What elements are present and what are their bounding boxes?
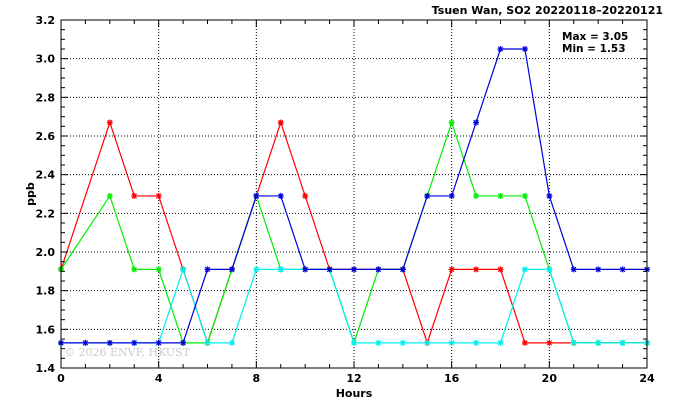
data-point	[399, 266, 406, 273]
data-point	[448, 266, 455, 273]
data-point	[375, 339, 382, 346]
data-point	[351, 266, 357, 273]
data-point	[473, 266, 480, 273]
data-point	[351, 339, 357, 346]
y-tick-label: 2.2	[36, 207, 56, 220]
data-point	[155, 192, 162, 199]
grid-lines	[61, 20, 647, 368]
y-tick-label: 1.8	[36, 285, 56, 298]
chart-title: Tsuen Wan, SO2 20220118–20220121	[432, 4, 663, 17]
axis-ticks	[60, 19, 648, 369]
data-point	[595, 339, 602, 346]
data-point	[277, 192, 284, 199]
data-point	[155, 266, 162, 273]
data-point	[106, 192, 113, 199]
data-point	[619, 339, 626, 346]
data-point	[302, 266, 309, 273]
x-tick-label: 0	[57, 372, 65, 385]
y-axis-label: ppb	[24, 182, 37, 206]
data-point	[228, 339, 235, 346]
data-point	[521, 46, 528, 52]
data-point	[497, 192, 504, 199]
data-point	[546, 339, 553, 346]
series-line	[61, 267, 647, 344]
y-tick-label: 3.0	[36, 53, 56, 66]
data-point	[619, 266, 626, 273]
x-tick-label: 8	[253, 372, 261, 385]
data-point	[521, 266, 528, 273]
data-point	[497, 266, 504, 273]
data-point	[497, 46, 504, 52]
data-point	[521, 339, 528, 346]
y-tick-label: 1.6	[36, 323, 56, 336]
data-point	[546, 192, 553, 199]
data-point	[180, 339, 187, 346]
data-point	[570, 339, 577, 346]
data-point	[277, 119, 284, 126]
copyright-watermark: © 2026 ENVF, HKUST	[64, 346, 191, 359]
x-tick-label: 20	[542, 372, 558, 385]
data-point	[106, 339, 113, 346]
y-tick-label: 1.4	[36, 362, 56, 375]
data-point	[302, 192, 309, 199]
max-annotation: Max = 3.05	[562, 31, 628, 43]
data-point	[375, 266, 382, 273]
data-point	[448, 339, 455, 346]
data-point	[180, 266, 187, 273]
data-point	[424, 339, 431, 346]
x-tick-labels: 0 4 8 12 16 20 24	[57, 372, 655, 385]
y-tick-label: 2.6	[36, 130, 56, 143]
data-point	[448, 119, 455, 126]
x-tick-label: 24	[639, 372, 655, 385]
data-point	[106, 119, 113, 126]
data-point	[448, 192, 455, 199]
data-point	[595, 266, 602, 273]
data-point	[82, 339, 89, 346]
x-tick-label: 4	[155, 372, 163, 385]
data-point	[253, 266, 260, 273]
data-point	[473, 192, 480, 199]
data-point	[131, 339, 138, 346]
data-point	[497, 339, 504, 346]
data-point	[473, 119, 480, 126]
y-tick-label: 2.8	[36, 91, 56, 104]
x-axis-label: Hours	[336, 387, 373, 400]
series-layer	[58, 46, 650, 346]
data-point	[399, 339, 406, 346]
y-tick-label: 3.2	[36, 14, 56, 27]
min-annotation: Min = 1.53	[562, 43, 626, 55]
data-point	[131, 266, 138, 273]
data-point	[204, 339, 211, 346]
data-point	[570, 266, 577, 273]
data-point	[277, 266, 284, 273]
data-point	[326, 266, 333, 273]
data-point	[131, 192, 138, 199]
data-point	[155, 339, 162, 346]
y-tick-label: 2.0	[36, 246, 56, 259]
data-point	[521, 192, 528, 199]
data-point	[546, 266, 553, 273]
x-tick-label: 12	[346, 372, 361, 385]
y-tick-labels: 1.4 1.6 1.8 2.0 2.2 2.4 2.6 2.8 3.0 3.2	[36, 14, 56, 375]
y-tick-label: 2.4	[36, 169, 56, 182]
data-point	[473, 339, 480, 346]
data-point	[228, 266, 235, 273]
x-tick-label: 16	[444, 372, 460, 385]
data-point	[424, 192, 431, 199]
data-point	[253, 192, 260, 199]
data-point	[204, 266, 211, 273]
